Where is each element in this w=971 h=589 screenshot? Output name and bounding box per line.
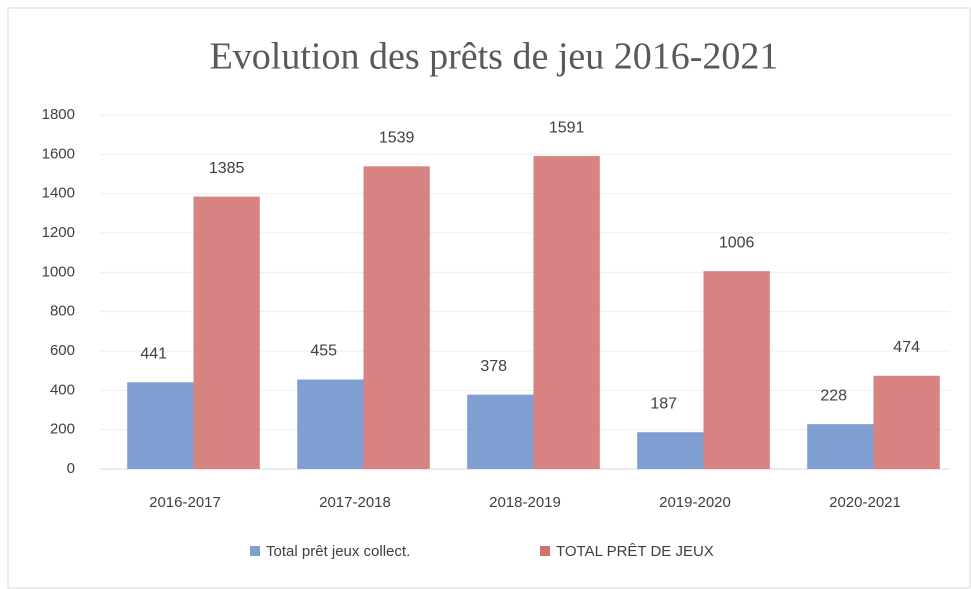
y-tick-label: 600 xyxy=(50,342,75,359)
bar xyxy=(703,271,770,469)
legend-swatch xyxy=(250,546,260,556)
chart-title: Evolution des prêts de jeu 2016-2021 xyxy=(210,36,779,78)
x-tick-label: 2017-2018 xyxy=(319,494,391,511)
bar xyxy=(467,394,534,469)
x-tick-label: 2019-2020 xyxy=(659,494,731,511)
legend-label: TOTAL PRÊT DE JEUX xyxy=(556,543,714,560)
x-tick-label: 2018-2019 xyxy=(489,494,561,511)
bar xyxy=(533,156,600,469)
data-label: 187 xyxy=(650,395,677,412)
y-tick-label: 1200 xyxy=(42,224,75,241)
y-tick-label: 1400 xyxy=(42,185,75,202)
y-tick-label: 1600 xyxy=(42,145,75,162)
y-tick-label: 0 xyxy=(67,460,75,477)
bar xyxy=(127,382,194,469)
x-tick-label: 2020-2021 xyxy=(829,494,901,511)
y-tick-label: 800 xyxy=(50,303,75,320)
bar xyxy=(363,166,430,469)
data-label: 1385 xyxy=(209,160,245,177)
legend-swatch xyxy=(540,546,550,556)
x-tick-label: 2016-2017 xyxy=(149,494,221,511)
legend-label: Total prêt jeux collect. xyxy=(266,543,410,560)
data-label: 228 xyxy=(820,387,847,404)
data-label: 378 xyxy=(480,358,507,375)
bar xyxy=(873,375,940,469)
chart-border xyxy=(7,7,971,589)
y-tick-label: 1800 xyxy=(42,106,75,123)
data-label: 441 xyxy=(140,345,167,362)
y-tick-label: 1000 xyxy=(42,263,75,280)
data-label: 455 xyxy=(310,343,337,360)
y-tick-label: 400 xyxy=(50,381,75,398)
y-tick-label: 200 xyxy=(50,421,75,438)
data-label: 1539 xyxy=(379,130,415,147)
data-label: 1591 xyxy=(549,119,585,136)
bar xyxy=(297,379,364,469)
bar xyxy=(807,424,874,469)
data-label: 474 xyxy=(893,339,920,356)
data-label: 1006 xyxy=(719,234,755,251)
bar xyxy=(637,432,704,469)
bar xyxy=(193,196,260,469)
